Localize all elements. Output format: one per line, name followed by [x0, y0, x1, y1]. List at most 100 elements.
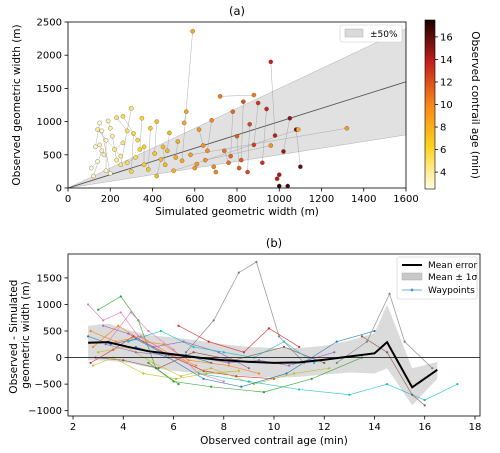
- panel-b-waypoint: [287, 364, 291, 367]
- panel-a-legend-swatch: [344, 28, 364, 38]
- panel-a-point: [103, 137, 109, 143]
- panel-a-connector: [122, 116, 138, 141]
- panel-b-waypoint: [114, 340, 117, 343]
- panel-a-point: [97, 142, 102, 148]
- panel-a-point: [228, 153, 233, 159]
- panel-a-point: [241, 99, 246, 104]
- panel-a-point: [88, 165, 94, 171]
- panel-b-waypoint: [197, 372, 200, 375]
- panel-b-waypoint: [127, 332, 130, 335]
- panel-a-point: [181, 120, 187, 126]
- panel-b-legend: Mean error Mean ± 1σ Waypoints: [396, 256, 478, 300]
- panel-b-y-tick-label: −1000: [28, 406, 62, 417]
- panel-b-waypoint-traces: [86, 260, 459, 407]
- panel-b-waypoint: [137, 335, 140, 338]
- panel-a-point: [101, 152, 107, 158]
- panel-a-point: [205, 148, 210, 154]
- panel-a-connector: [116, 117, 128, 132]
- panel-a-point: [133, 155, 138, 160]
- panel-a-connector: [156, 159, 162, 177]
- panel-a-point: [274, 176, 280, 181]
- panel-a-point: [281, 149, 286, 154]
- panel-a-point: [226, 160, 231, 166]
- panel-a-point: [158, 157, 164, 162]
- panel-b-waypoint-trace: [185, 261, 305, 364]
- panel-b-waypoint-trace: [98, 346, 330, 385]
- panel-b-waypoint: [313, 361, 316, 364]
- panel-b-waypoint: [235, 375, 238, 378]
- panel-b-waypoint: [177, 383, 180, 386]
- panel-a-connector: [154, 121, 157, 154]
- panel-a-point: [114, 115, 119, 120]
- panel-b-waypoint: [285, 372, 288, 375]
- panel-b-waypoint: [388, 292, 391, 295]
- panel-b-waypoint-trace: [107, 311, 224, 382]
- panel-b-waypoint: [210, 367, 213, 370]
- panel-b-waypoint: [86, 303, 90, 306]
- panel-a-x-tick-label: 800: [227, 194, 246, 205]
- panel-a-point: [118, 162, 124, 168]
- panel-b-waypoint-trace: [92, 357, 239, 380]
- panel-b-waypoint: [147, 329, 150, 333]
- panel-b-waypoint: [172, 348, 175, 351]
- panel-a-point: [141, 144, 147, 150]
- panel-a-x-tick-label: 200: [101, 194, 120, 205]
- panel-a-point: [222, 148, 227, 154]
- panel-a-title: (a): [229, 4, 245, 18]
- panel-a-point: [120, 114, 126, 119]
- panel-a-legend: ±50%: [339, 24, 403, 43]
- panel-b-y-tick-label: −500: [35, 380, 62, 391]
- panel-b-waypoint: [202, 377, 205, 380]
- panel-b-waypoint: [456, 383, 459, 386]
- panel-b-waypoint: [237, 369, 240, 372]
- panel-b-waypoint: [179, 375, 183, 378]
- panel-a-connector: [162, 146, 166, 165]
- panel-a-connector: [198, 129, 204, 146]
- panel-a-point: [129, 169, 134, 174]
- panel-a-point: [276, 172, 282, 177]
- panel-b-waypoint: [210, 385, 213, 388]
- colorbar-tick-label: 4: [440, 168, 446, 179]
- panel-b-waypoint: [385, 351, 389, 354]
- panel-b-waypoint: [152, 361, 155, 364]
- panel-a-point: [112, 147, 117, 152]
- panel-a-point: [179, 158, 185, 164]
- panel-a-point: [135, 137, 140, 143]
- panel-a-point: [190, 29, 195, 34]
- panel-b-ylabel: Observed - Simulated geometric width (m): [8, 276, 32, 393]
- panel-a-point: [124, 128, 130, 134]
- colorbar-tick-label: 6: [440, 145, 446, 156]
- panel-b-x-tick-label: 2: [70, 422, 76, 433]
- panel-b-waypoint: [227, 364, 230, 367]
- panel-b-x-tick-label: 16: [418, 422, 431, 433]
- colorbar-tick-label: 8: [440, 123, 446, 134]
- panel-b-waypoint-trace: [148, 357, 363, 393]
- panel-b-waypoint: [242, 351, 245, 354]
- panel-a-point: [145, 167, 151, 172]
- panel-b-waypoint: [222, 351, 225, 354]
- panel-a-point: [148, 125, 153, 131]
- colorbar-tick-label: 16: [440, 32, 453, 43]
- panel-a-point: [192, 165, 198, 171]
- panel-a-ylabel: Observed geometric width (m): [11, 24, 23, 185]
- panel-a-legend-label: ±50%: [370, 30, 398, 40]
- panel-b-waypoint: [282, 345, 286, 349]
- panel-a-point: [264, 106, 269, 112]
- panel-b-waypoint: [174, 377, 178, 380]
- panel-a-point: [171, 168, 176, 174]
- panel-b-waypoint: [292, 372, 296, 375]
- panel-b-waypoint: [89, 329, 92, 333]
- panel-a-connector: [236, 136, 240, 169]
- panel-b-waypoint: [257, 359, 261, 362]
- panel-a-connector: [139, 118, 143, 150]
- panel-a-point: [103, 168, 109, 174]
- panel-a-connector: [253, 102, 259, 145]
- panel-a-point: [247, 121, 252, 127]
- panel-a-point: [97, 120, 102, 126]
- panel-a-connector: [241, 101, 244, 161]
- panel-b-title: (b): [266, 236, 282, 250]
- panel-a-x-tick-label: 400: [143, 194, 162, 205]
- panel-b-waypoint: [385, 383, 389, 386]
- colorbar-gradient: [424, 19, 436, 190]
- panel-b-xlabel: Observed contrail age (min): [200, 435, 348, 447]
